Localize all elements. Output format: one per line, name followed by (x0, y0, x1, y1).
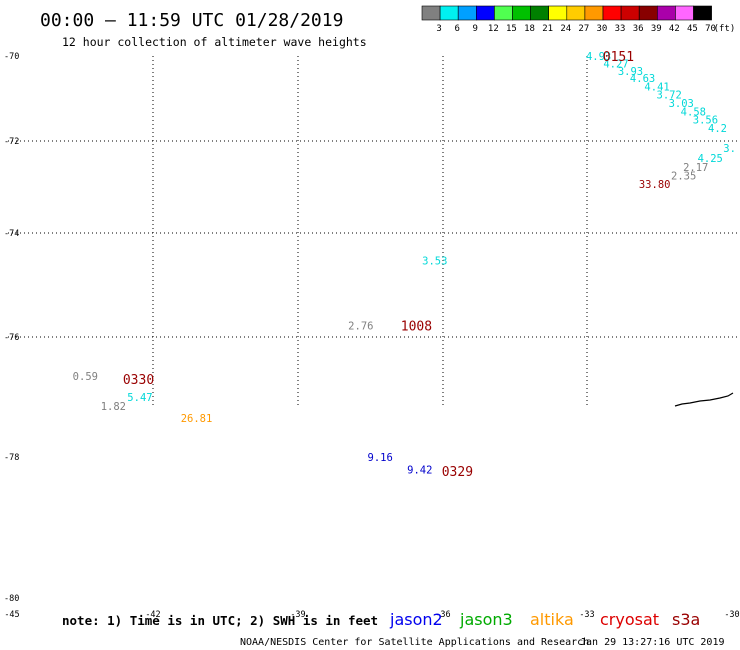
wave-height-label: 26.81 (181, 413, 213, 425)
footer-note: note: 1) Time is in UTC; 2) SWH is in fe… (62, 613, 378, 628)
coastline (674, 392, 734, 407)
satellite-name: altika (530, 610, 574, 629)
legend-label: 36 (633, 24, 644, 34)
plot-area: -70 -72 -74 -76 -78 -80 -45 -42 -39 -36 -33 -30 4.… (4, 50, 740, 620)
legend-swatch (602, 5, 622, 21)
legend-label: 18 (524, 24, 535, 34)
wave-height-label: 3. (723, 143, 736, 155)
x-tick-label: -45 (4, 610, 19, 620)
wave-height-label: 2.35 (671, 171, 696, 183)
legend-label: 21 (542, 24, 553, 34)
wave-height-label: 2.76 (348, 321, 373, 333)
legend-label: 39 (651, 24, 662, 34)
satellite-name: jason3 (459, 610, 513, 629)
legend-swatch (638, 5, 658, 21)
wave-height-label: 4.41 (644, 82, 669, 94)
legend-label: 15 (506, 24, 517, 34)
legend-swatch (584, 5, 604, 21)
x-tick-label: -30 (724, 610, 739, 620)
legend-swatch (675, 5, 694, 21)
grid-lines (8, 56, 740, 407)
satellite-name: jason2 (389, 610, 443, 629)
y-tick-label: -74 (4, 229, 19, 239)
legend-swatch (620, 5, 640, 21)
wave-height-label: 9.16 (368, 452, 393, 464)
legend-label: 27 (578, 24, 589, 34)
legend-swatch (421, 5, 441, 21)
wave-height-labels: 4.934.273.934.634.413.723.034.583.564.2 3… (73, 51, 736, 477)
y-tick-label: -70 (4, 52, 19, 62)
wave-height-label: 4.27 (603, 59, 628, 71)
x-tick-label: -33 (579, 610, 594, 620)
wave-height-label: 3.03 (669, 98, 694, 110)
y-tick-label: -78 (4, 453, 19, 463)
footer-timestamp: Jan 29 13:27:16 UTC 2019 (580, 637, 725, 648)
wave-height-label: 9.42 (407, 465, 432, 477)
satellite-name: s3a (672, 610, 700, 629)
wave-height-label: 4.93 (586, 51, 611, 63)
legend-label: 12 (488, 24, 499, 34)
legend-swatch (457, 5, 477, 21)
legend-swatch (439, 5, 459, 21)
wave-height-label: 4.63 (630, 73, 655, 85)
x-tick-label: -42 (145, 610, 160, 620)
legend-label: 33 (615, 24, 626, 34)
legend-swatch (656, 5, 676, 21)
legend-label: 6 (454, 24, 459, 34)
legend-swatch (693, 5, 712, 21)
wave-height-label: 1.82 (101, 401, 126, 413)
legend-label: 70 (705, 24, 716, 34)
legend-label: 3 (436, 24, 441, 34)
wave-height-label: 33.80 (639, 179, 671, 191)
satellite-name: cryosat (600, 610, 659, 629)
map-title: 00:00 – 11:59 UTC 01/28/2019 (40, 10, 343, 31)
map-subtitle: 12 hour collection of altimeter wave hei… (62, 35, 367, 49)
legend-label: 45 (687, 24, 698, 34)
y-tick-label: -76 (4, 333, 19, 343)
pass-time-label: 0151 (603, 50, 634, 65)
y-axis-ticks: -70 -72 -74 -76 -78 -80 (4, 52, 19, 604)
x-tick-label: -36 (435, 610, 450, 620)
y-tick-label: -72 (4, 137, 19, 147)
legend-swatch (475, 5, 495, 21)
legend-label: 30 (597, 24, 608, 34)
wave-height-label: 4.2 (708, 123, 727, 135)
footer-credit: NOAA/NESDIS Center for Satellite Applica… (240, 637, 589, 648)
satellite-legend: jason2 jason3 altika cryosat s3a (389, 610, 700, 629)
pass-time-label: 1008 (401, 320, 432, 335)
pass-time-labels: 0151 1008 0330 0329 (123, 50, 634, 480)
pass-time-label: 0330 (123, 373, 154, 388)
x-tick-label: -39 (290, 610, 305, 620)
wave-height-label: 3.93 (618, 66, 643, 78)
wave-height-label: 3.53 (422, 256, 447, 268)
legend-swatch (512, 5, 531, 21)
pass-time-label: 0329 (442, 465, 473, 480)
legend-label: 9 (473, 24, 478, 34)
legend-swatch (530, 5, 549, 21)
legend-label: 42 (669, 24, 680, 34)
wave-height-label: 5.47 (127, 392, 152, 404)
wave-height-label: 4.25 (698, 153, 723, 165)
wave-height-label: 0.59 (73, 371, 98, 383)
y-tick-label: -80 (4, 594, 19, 604)
legend-unit: (ft) (714, 24, 736, 34)
color-legend: 3 6 9 12 15 18 21 24 27 30 33 36 39 42 45 70(ft) (421, 5, 736, 34)
wave-height-label: 4.58 (681, 106, 706, 118)
legend-swatch (548, 5, 568, 21)
legend-swatch (494, 5, 513, 21)
wave-height-label: 3.72 (657, 90, 682, 102)
wave-height-label: 2.17 (683, 162, 708, 174)
legend-label: 24 (560, 24, 571, 34)
wave-height-label: 3.56 (693, 114, 718, 126)
x-axis-ticks: -45 -42 -39 -36 -33 -30 (4, 610, 739, 620)
legend-swatch (566, 5, 586, 21)
